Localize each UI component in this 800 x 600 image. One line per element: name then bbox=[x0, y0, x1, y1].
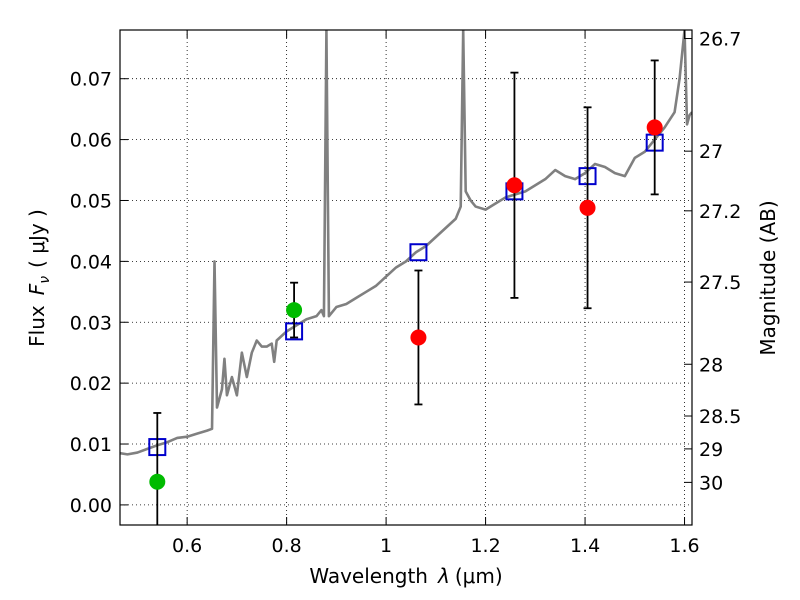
x-axis-label-text: Wavelength bbox=[309, 564, 428, 588]
ticks: 0.6 0.8 1 1.2 1.4 1.6 0.00 0.01 0.02 0.03 0.04 0.05… bbox=[70, 29, 742, 557]
grid bbox=[120, 30, 692, 525]
y-tick-label: 0.07 bbox=[70, 69, 112, 91]
x-tick-label: 1.2 bbox=[470, 535, 500, 557]
plot-frame bbox=[119, 29, 693, 526]
observed-point-red bbox=[410, 329, 427, 346]
y-tick-label: 0.05 bbox=[70, 190, 112, 212]
y-tick-label: 0.01 bbox=[70, 434, 112, 456]
magnitude-tick-label: 27.2 bbox=[699, 201, 741, 223]
observed-point-red bbox=[646, 119, 663, 136]
y-axis-unit: ( μJy ) bbox=[25, 209, 49, 268]
x-axis-symbol: λ bbox=[437, 564, 450, 588]
magnitude-tick-label: 27.5 bbox=[699, 272, 741, 294]
y-tick-label: 0.06 bbox=[70, 130, 112, 152]
magnitude-tick-label: 26.7 bbox=[699, 29, 741, 51]
magnitude-tick-label: 28.5 bbox=[699, 406, 741, 428]
magnitude-tick-label: 28 bbox=[699, 354, 723, 376]
model-point-square bbox=[409, 243, 428, 262]
magnitude-tick-label: 30 bbox=[699, 472, 723, 494]
y-tick-label: 0.03 bbox=[70, 312, 112, 334]
y-tick-label: 0.00 bbox=[70, 495, 112, 517]
x-tick-label: 0.6 bbox=[172, 535, 202, 557]
x-tick-label: 0.8 bbox=[272, 535, 302, 557]
y-tick-label: 0.02 bbox=[70, 373, 112, 395]
spectrum-line bbox=[120, 30, 692, 456]
x-tick-label: 1 bbox=[380, 535, 392, 557]
data-layer bbox=[120, 30, 692, 525]
x-axis-label: Wavelength λ (μm) bbox=[309, 564, 502, 588]
x-tick-label: 1.4 bbox=[570, 535, 600, 557]
observed-point-red bbox=[579, 199, 596, 216]
observed-point-red bbox=[506, 177, 523, 194]
x-axis-unit: (μm) bbox=[455, 564, 503, 588]
y-tick-label: 0.04 bbox=[70, 251, 112, 273]
y-axis-label: Flux Fν ( μJy ) bbox=[25, 209, 53, 347]
magnitude-tick-label: 29 bbox=[699, 439, 723, 461]
plot-area bbox=[120, 30, 692, 525]
observed-point-green bbox=[149, 473, 166, 490]
y-axis-symbol: F bbox=[25, 283, 49, 295]
x-tick-label: 1.6 bbox=[669, 535, 699, 557]
magnitude-tick-label: 27 bbox=[699, 141, 723, 163]
observed-point-green bbox=[286, 302, 303, 319]
y2-axis-label: Magnitude (AB) bbox=[756, 200, 780, 355]
y-axis-subscript: ν bbox=[37, 276, 53, 284]
y-axis-label-text: Flux bbox=[25, 305, 49, 347]
